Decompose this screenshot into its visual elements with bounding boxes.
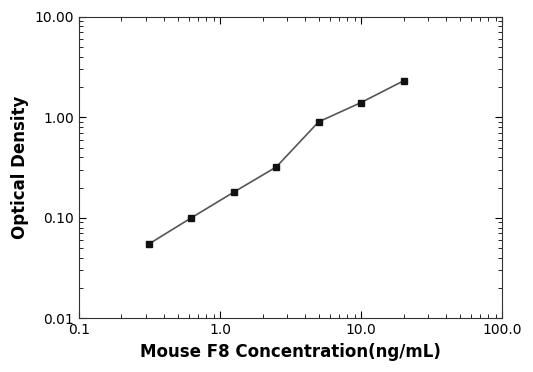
X-axis label: Mouse F8 Concentration(ng/mL): Mouse F8 Concentration(ng/mL) [140,343,441,361]
Y-axis label: Optical Density: Optical Density [11,96,29,239]
